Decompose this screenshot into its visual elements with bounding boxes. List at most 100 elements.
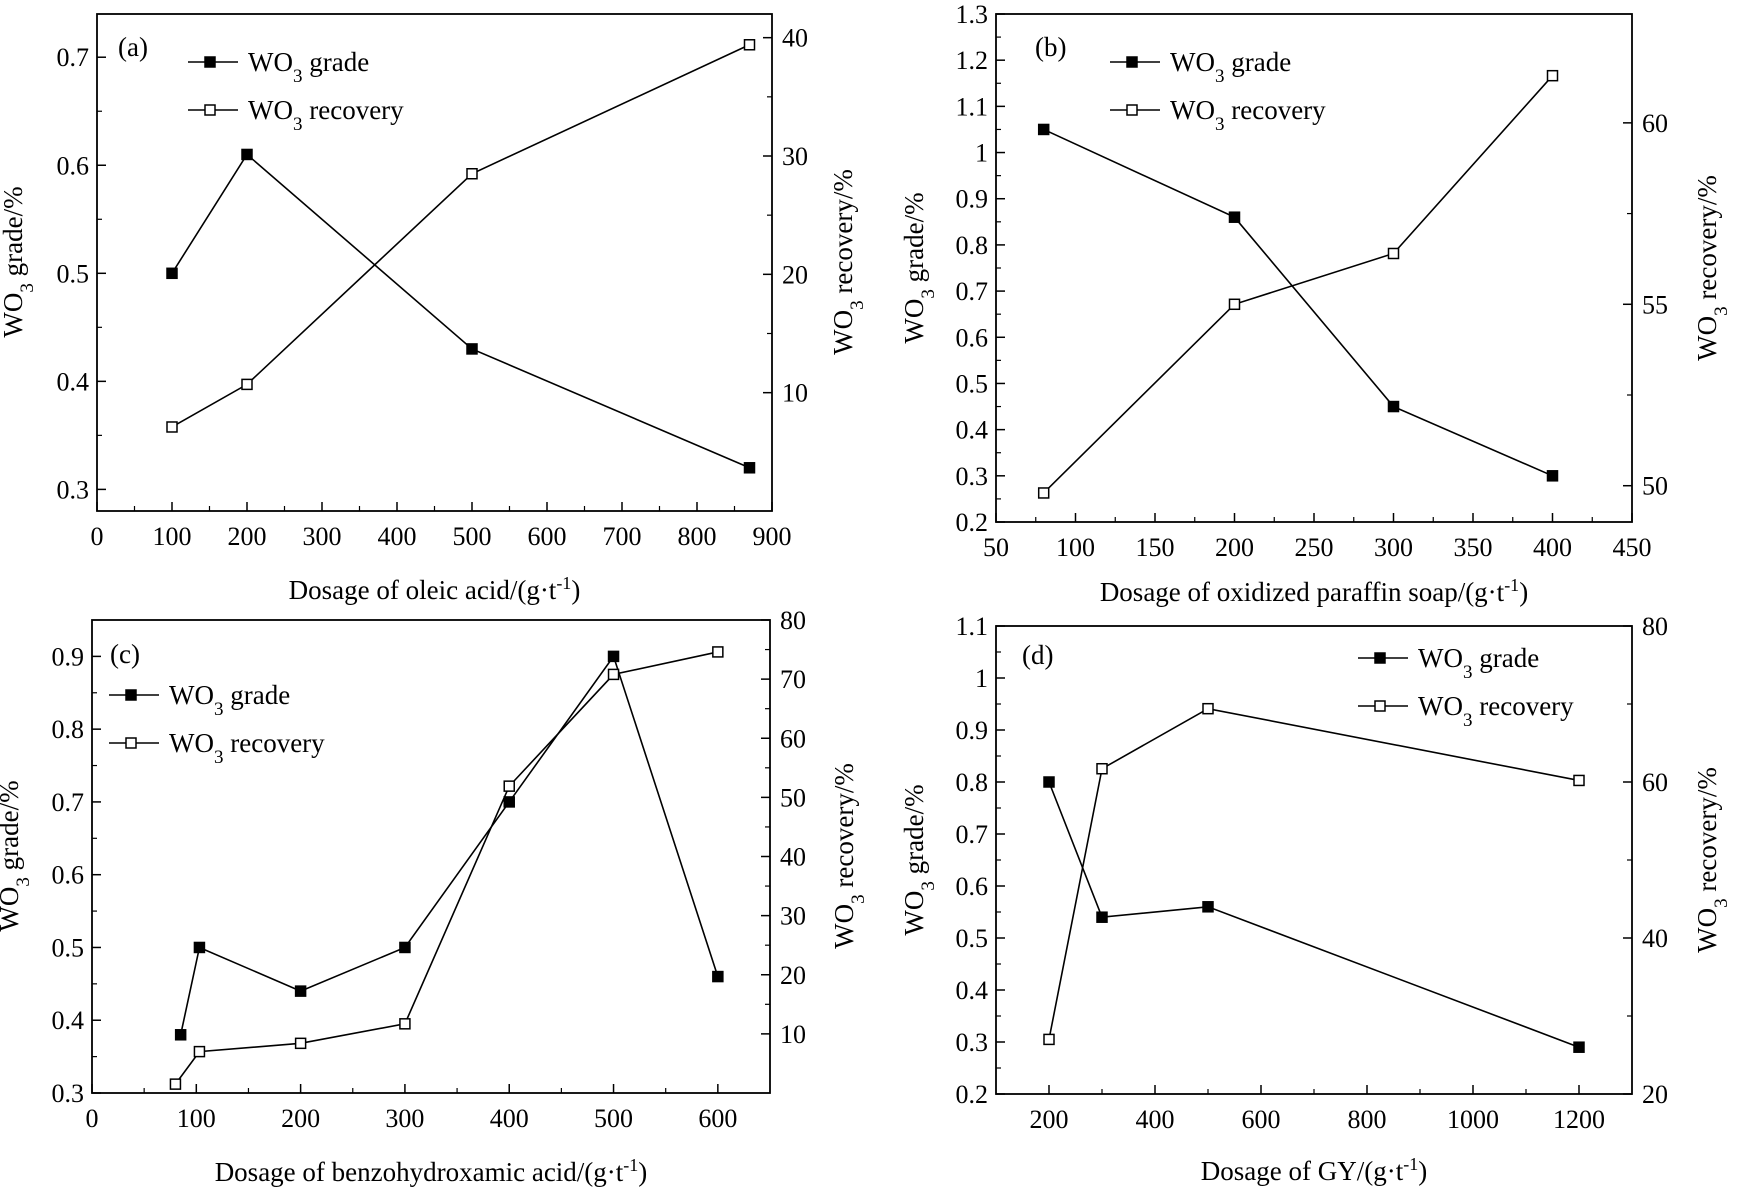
y-left-tick-label: 0.9 xyxy=(956,716,989,745)
x-tick-label: 200 xyxy=(1215,533,1254,562)
data-point-recovery xyxy=(466,168,478,180)
data-point-recovery xyxy=(1202,702,1214,715)
legend: WO3 grade WO3 recovery xyxy=(1358,643,1574,731)
x-tick-label: 400 xyxy=(1533,533,1572,562)
x-tick-label: 50 xyxy=(983,533,1009,562)
data-point-recovery xyxy=(1387,247,1400,260)
data-point-recovery xyxy=(743,39,756,51)
x-tick-label: 800 xyxy=(1348,1105,1387,1134)
x-tick-label: 600 xyxy=(698,1104,737,1133)
plot-area xyxy=(1037,69,1559,499)
legend: WO3 grade WO3 recovery xyxy=(109,680,325,768)
y-right-tick-label: 40 xyxy=(780,843,806,872)
y-right-tick-label: 80 xyxy=(780,606,806,635)
x-tick-label: 500 xyxy=(453,522,492,551)
y-left-tick-label: 0.8 xyxy=(52,715,85,744)
series-line-grade xyxy=(1048,781,1580,1048)
data-point-recovery xyxy=(294,1037,307,1050)
series-line-grade xyxy=(179,654,719,1035)
x-tick-label: 200 xyxy=(228,522,267,551)
y-left-tick-label: 1 xyxy=(975,664,988,693)
panel-label: (d) xyxy=(1022,640,1053,670)
x-tick-label: 800 xyxy=(678,522,717,551)
y-left-tick-label: 1.1 xyxy=(956,612,989,641)
data-point-grade xyxy=(1043,776,1055,788)
data-point-grade xyxy=(1573,1041,1585,1053)
data-point-grade xyxy=(607,650,620,663)
y-left-tick-label: 0.4 xyxy=(956,976,989,1005)
x-tick-label: 100 xyxy=(177,1104,216,1133)
x-tick-label: 700 xyxy=(603,522,642,551)
legend: WO3 grade WO3 recovery xyxy=(188,47,404,135)
x-axis-title: Dosage of oleic acid/(g·t-1) xyxy=(289,573,581,605)
legend-marker-recovery xyxy=(204,104,216,116)
x-tick-label: 100 xyxy=(1056,533,1095,562)
data-point-recovery xyxy=(241,378,253,391)
chart-panel-4: 200 400 600 800 1000 1200 0.2 0.3 0.4 0.5 0.6 0.7 0.… xyxy=(899,612,1732,1186)
x-tick-label: 100 xyxy=(153,522,192,551)
y-left-tick-label: 0.2 xyxy=(956,1080,989,1109)
series-line-grade xyxy=(1043,128,1553,477)
legend-marker-grade xyxy=(1374,652,1386,664)
data-point-grade xyxy=(166,267,178,280)
y-right-tick-label: 60 xyxy=(1642,768,1668,797)
data-point-grade xyxy=(399,941,411,954)
x-tick-label: 200 xyxy=(281,1104,320,1133)
y-left-tick-label: 0.5 xyxy=(57,259,90,288)
legend-label-recovery: WO3 recovery xyxy=(1170,95,1326,135)
y-right-tick-label: 20 xyxy=(780,961,806,990)
y-left-tick-label: 0.9 xyxy=(52,642,85,671)
x-tick-label: 300 xyxy=(385,1104,424,1133)
data-point-grade xyxy=(193,941,206,954)
x-tick-label: 0 xyxy=(86,1104,99,1133)
y-right-tick-label: 10 xyxy=(782,379,808,408)
data-point-grade xyxy=(1228,211,1241,223)
x-axis-title: Dosage of oxidized paraffin soap/(g·t-1) xyxy=(1100,575,1528,607)
y-right-tick-label: 55 xyxy=(1642,290,1668,319)
y-left-tick-label: 0.7 xyxy=(52,788,85,817)
y-left-axis-title: WO3 grade/% xyxy=(899,192,939,343)
data-point-recovery xyxy=(166,421,178,433)
data-point-recovery xyxy=(399,1018,411,1030)
panel-label: (b) xyxy=(1035,32,1066,62)
data-point-grade xyxy=(503,796,515,808)
y-right-tick-label: 80 xyxy=(1642,612,1668,641)
x-tick-label: 200 xyxy=(1030,1105,1069,1134)
legend-marker-recovery xyxy=(1374,700,1386,712)
y-left-tick-label: 0.4 xyxy=(956,416,989,445)
y-right-tick-label: 20 xyxy=(1642,1080,1668,1109)
x-tick-label: 400 xyxy=(1136,1105,1175,1134)
y-right-tick-label: 40 xyxy=(782,24,808,53)
x-tick-label: 400 xyxy=(490,1104,529,1133)
y-left-tick-label: 0.5 xyxy=(956,924,989,953)
legend-label-grade: WO3 grade xyxy=(1418,643,1539,683)
legend-label-grade: WO3 grade xyxy=(1170,47,1291,87)
x-axis-title: Dosage of benzohydroxamic acid/(g·t-1) xyxy=(215,1155,648,1187)
data-point-grade xyxy=(1546,470,1559,482)
y-left-tick-label: 1.2 xyxy=(956,46,989,75)
y-left-tick-label: 0.3 xyxy=(57,475,90,504)
panel-label: (a) xyxy=(118,32,148,62)
y-right-tick-label: 20 xyxy=(782,260,808,289)
y-right-tick-label: 30 xyxy=(782,142,808,171)
legend-label-recovery: WO3 recovery xyxy=(169,728,325,768)
data-point-recovery xyxy=(1043,1033,1055,1046)
legend-label-grade: WO3 grade xyxy=(248,47,369,87)
data-point-recovery xyxy=(607,668,620,681)
legend-label-recovery: WO3 recovery xyxy=(1418,691,1574,731)
plot-area xyxy=(1043,702,1585,1053)
data-point-grade xyxy=(241,148,253,161)
x-axis-title: Dosage of GY/(g·t-1) xyxy=(1201,1154,1427,1186)
y-left-tick-label: 0.2 xyxy=(956,508,989,537)
series-line-recovery xyxy=(1043,75,1554,494)
y-right-tick-label: 60 xyxy=(1642,109,1668,138)
y-right-tick-label: 30 xyxy=(780,902,806,931)
x-tick-label: 0 xyxy=(91,522,104,551)
legend: WO3 grade WO3 recovery xyxy=(1110,47,1326,135)
legend-marker-grade xyxy=(125,689,137,701)
x-tick-label: 150 xyxy=(1136,533,1175,562)
y-left-tick-label: 0.4 xyxy=(57,367,90,396)
y-left-tick-label: 0.7 xyxy=(57,43,90,72)
y-left-axis-title: WO3 grade/% xyxy=(0,186,38,337)
